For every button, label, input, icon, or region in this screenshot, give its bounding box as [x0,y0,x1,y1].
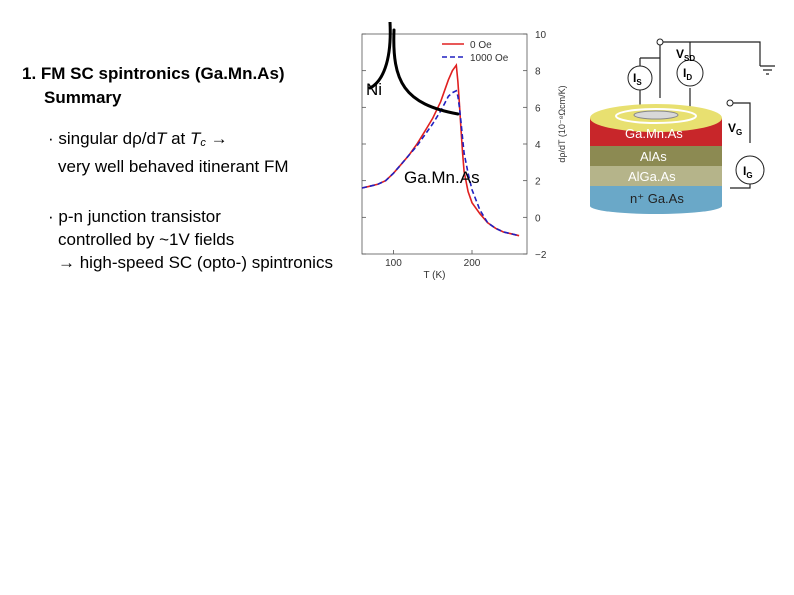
arrow-symbol: → [205,129,228,148]
x-tick-label: 100 [385,258,402,269]
ig-meter [735,155,765,185]
Tc-symbol: T [189,129,201,148]
bullet-1-text-b: /d [141,129,156,148]
alas-layer [590,146,722,166]
y-tick-label: 8 [535,67,541,78]
gamnas-label: Ga.Mn.As [404,168,480,187]
chart-series [361,62,520,237]
title-line-1: 1. FM SC spintronics (Ga.Mn.As) [22,64,285,83]
title-line-2: Summary [44,88,122,107]
x-axis-label: T (K) [423,270,445,281]
layer-label-alas: AlAs [640,149,667,164]
y-tick-label: 10 [535,30,547,41]
device-schematic: VSD IS ID VG IG Ga.Mn.As AlAs AlGa.As n⁺… [590,38,775,214]
legend-label: 1000 Oe [470,53,509,64]
gaas-layer [590,186,722,206]
layer-label-gaas: n⁺ Ga.As [630,191,684,206]
bullet-singular: · singular dρ/dT at Tc → very well behav… [48,127,289,178]
Tc-subscript: c [200,137,206,149]
bullet-dot: · [48,129,54,148]
bullet-1-line-1: · singular dρ/dT at Tc → [48,127,289,155]
slide-title: 1. FM SC spintronics (Ga.Mn.As) Summary [22,62,285,110]
bullet-2-line-3: → high-speed SC (opto-) spintronics [58,253,333,272]
vg-terminal [726,99,734,107]
y-tick-label: −2 [535,250,547,261]
id-meter [676,59,704,87]
y-tick-label: 0 [535,213,541,224]
y-tick-label: 6 [535,103,541,114]
bullet-2-text: p-n junction transistor [53,207,221,226]
legend-label: 0 Oe [470,40,492,51]
chart-legend: 0 Oe 1000 Oe [442,40,509,64]
id-label: ID [683,66,692,82]
bullet-2-line-2: controlled by ~1V fields [58,230,235,249]
vsd-terminal [656,38,664,46]
ni-curve [368,22,460,116]
is-label: IS [633,71,642,87]
series-line-0-oe [361,62,520,237]
vsd-label: VSD [676,47,695,63]
y-tick-label: 4 [535,140,541,151]
series-line-1000-oe [361,89,520,237]
rho-symbol: ρ [132,129,142,148]
bullet-1-text-a: singular d [53,129,133,148]
bullet-2-line-1: · p-n junction transistor [48,205,333,228]
algaas-layer [590,166,722,186]
T-symbol: T [155,129,167,148]
ni-label: Ni [366,80,383,99]
bullet-1-text-c: at [166,129,190,148]
chart-axes: 10 8 6 4 2 0 −2 100 200 T (K) dρ/dT (10⁻⁸Ωcm/K) [361,30,567,281]
layer-label-gamnas: Ga.Mn.As [625,126,683,141]
is-meter [627,65,653,91]
ig-label: IG [743,164,753,180]
drho-dT-chart: 10 8 6 4 2 0 −2 100 200 T (K) dρ/dT (10⁻⁸Ωcm/K) 0 … [361,22,567,281]
y-tick-label: 2 [535,177,541,188]
vg-label: VG [728,121,742,137]
bullet-1-line-2: very well behaved itinerant FM [58,157,289,176]
bullet-transistor: · p-n junction transistor controlled by … [48,205,333,274]
x-tick-label: 200 [464,258,481,269]
bullet-dot: · [48,207,54,226]
layer-stack: Ga.Mn.As AlAs AlGa.As n⁺ Ga.As [590,104,722,214]
layer-label-algaas: AlGa.As [628,169,676,184]
y-axis-label: dρ/dT (10⁻⁸Ωcm/K) [557,85,567,162]
contact-ring [615,108,697,124]
center-contact [633,110,679,120]
